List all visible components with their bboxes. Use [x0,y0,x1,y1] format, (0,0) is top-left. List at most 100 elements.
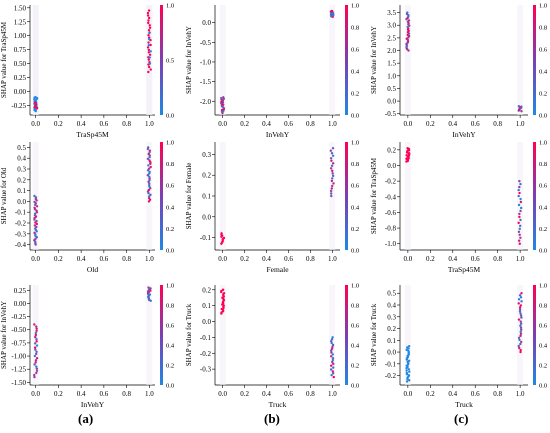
panel-9-point [519,334,522,338]
panel-8-colorbar [345,285,348,385]
panel-4-point [35,205,39,208]
panel-8-x-tick-label: 0.4 [262,390,271,398]
panel-9-point [519,296,523,299]
panel-5-point [331,169,334,173]
panel-9-point [519,312,522,315]
panel-8-y-tick-label: -0.1 [200,334,212,342]
panel-1-point [146,11,150,15]
panel-8-colorbar-tick-label: 0.8 [351,303,359,310]
panel-1-point [149,68,152,71]
panel-9-point [517,298,521,301]
panel-9-point [407,374,411,377]
panel-2-x-label: InVehY [266,130,290,139]
panel-8-point [329,364,333,367]
panel-4-colorbar-tick-label: 0.8 [166,161,174,168]
panel-1-point [147,58,151,61]
panel-7-x-tick-label: 1.0 [145,390,154,398]
panel-9-point [520,316,523,319]
panel-5-point [331,147,335,150]
panel-5-colorbar-tick-label: 0.4 [351,204,360,211]
panel-9-colorbar-tick-label: 0.4 [539,343,548,350]
panel-3-y-tick-label: 3.0 [387,22,396,30]
panel-8-y-tick-label: 0.1 [202,302,211,310]
panel-6-point [519,218,522,222]
panel-6-point [518,224,522,228]
panel-5-point [330,152,334,155]
panel-3-y-tick-label: 1.0 [387,72,396,80]
panel-9-colorbar [533,285,536,385]
panel-9-x-tick-label: 1.0 [516,390,525,398]
panel-6-point [517,221,520,225]
panel-6-point [406,147,409,150]
panel-1-y-label: SHAP value for TraSp45M [0,21,8,98]
panel-8-point [331,345,334,349]
panel-9-colorbar-tick-label: 1.0 [539,283,547,290]
panel-1-x-tick-label: 0.6 [99,120,108,128]
panel-4-colorbar-tick-label: 0.4 [166,204,175,211]
panel-9-point [517,318,521,321]
panel-6-x-tick-label: 0.0 [403,255,412,263]
panel-9-point [519,304,523,307]
panel-1-point [147,44,150,47]
panel-6-point [518,179,521,183]
panel-6-y-tick-label: 0.2 [387,146,396,154]
panel-1-x-tick-label: 1.0 [145,120,154,128]
panel-8-x-label: Truck [269,400,287,409]
panel-2-x-tick-label: 0.0 [218,120,227,128]
panel-5-colorbar [345,142,348,250]
panel-3-y-tick-label: 1.5 [387,60,396,68]
panel-4-colorbar [160,142,163,250]
panel-7-point [34,333,38,337]
panel-1-point [33,101,37,104]
panel-4-point [35,219,38,223]
panel-7-point [35,365,38,368]
panel-5-x-label: Female [266,265,289,274]
panel-9-point [405,369,408,372]
panel-8-point [332,366,335,369]
panel-4-x-tick-label: 0.8 [122,255,131,263]
panel-9-point [520,300,523,303]
panel-7-point [35,338,38,341]
panel-6-colorbar-tick-label: 0.0 [539,248,547,255]
panel-1-point [149,50,152,53]
panel-1-y-tick-label: 0.00 [14,88,27,96]
panel-6-x-tick-label: 0.6 [471,255,480,263]
panel-8-point [331,343,335,347]
panel-9-point [519,348,522,352]
panel-9-y-tick-label: -0.1 [385,360,397,368]
panel-4-x-tick-label: 0.2 [54,255,63,263]
panel-8-point [329,349,333,352]
panel-4-point [148,175,151,179]
panel-1-y-tick-label: 1.00 [14,32,27,40]
panel-1-point [148,53,152,57]
panel-7-point [33,346,37,349]
panel-8-point [331,372,335,375]
panel-1-y-tick-label: -0.25 [11,102,26,110]
panel-5-point [331,162,335,165]
panel-9-x-tick-label: 0.2 [426,390,435,398]
panel-6-y-tick-label: -0.8 [385,225,397,233]
panel-7-point [34,331,38,335]
panel-2-density-band [219,5,226,115]
panel-3-colorbar-tick-label: 0.6 [539,47,548,54]
panel-2-point [330,9,334,13]
panel-8-point [330,351,333,354]
panel-7-y-tick-label: -0.75 [11,339,26,347]
panel-4-point [148,159,151,162]
panel-7-x-tick-label: 0.0 [31,390,40,398]
panel-9-point [520,340,523,344]
panel-7-point [35,325,38,328]
panel-4-point [147,164,150,167]
panel-4-colorbar-tick-label: 0.6 [166,183,175,190]
panel-8-y-tick-label: -0.2 [200,350,212,358]
panel-9-colorbar-tick-label: 0.0 [539,383,547,390]
panel-8-colorbar-tick-label: 1.0 [351,283,359,290]
panel-3-colorbar-tick-label: 0.8 [539,25,547,32]
panel-1-y-tick-label: 1.25 [14,18,27,26]
panel-9-x-tick-label: 0.6 [471,390,480,398]
panel-9-point [519,320,522,323]
panel-2-y-tick-label: -1.0 [200,58,212,66]
panel-5-point [329,149,333,152]
panel-8-x-tick-label: 0.2 [240,390,249,398]
panel-9-y-tick-label: 0.3 [387,313,396,321]
